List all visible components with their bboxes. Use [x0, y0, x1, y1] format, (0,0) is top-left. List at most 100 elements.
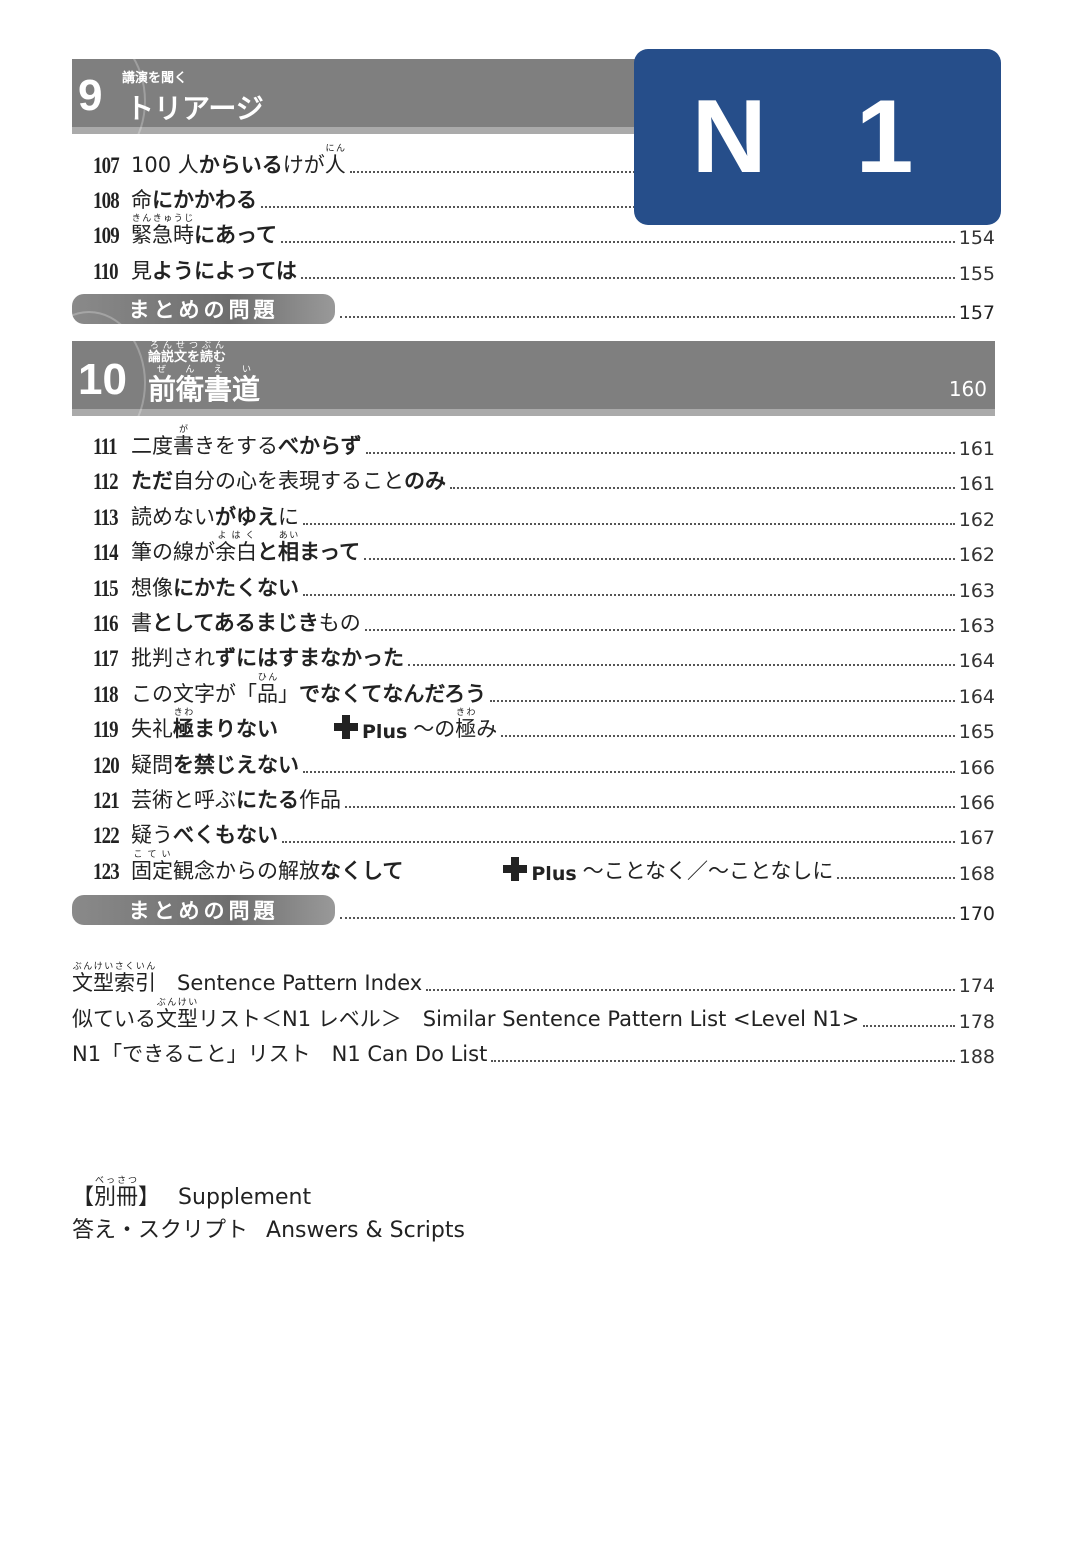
title-segment: 答え・スクリプト — [72, 1218, 249, 1243]
toc-entry[interactable]: 123 固定こてい観念からの解放なくして Plus ～ことなく／～ことなしに 168 — [93, 849, 995, 885]
title-segment: もの — [318, 611, 361, 635]
toc-entry[interactable]: 109 緊急時きんきゅうじにあって 154 — [93, 214, 995, 249]
toc-entry[interactable]: 118 この文字が「品ひん」でなくてなんだろう 164 — [93, 673, 995, 708]
section-subtitle: 論説文を読むろんせつぶん — [148, 341, 227, 365]
summary-row-10: 170 — [340, 895, 995, 925]
toc-entry[interactable]: 122 疑うべくもない 167 — [93, 815, 995, 849]
entry-title: 想像にかたくない — [131, 572, 299, 602]
plus-label: Plus — [531, 862, 577, 885]
toc-entry[interactable]: 112 ただ自分の心を表現することのみ 161 — [93, 461, 995, 495]
entry-number: 115 — [93, 575, 119, 601]
toc-entry[interactable]: N1「できること」リスト N1 Can Do List 188 — [72, 1034, 995, 1068]
toc-entry[interactable]: 117 批判されずにはすまなかった 164 — [93, 638, 995, 672]
title-segment: からいる — [198, 153, 283, 177]
toc-entry[interactable]: 似ている文型ぶんけいリスト＜N1 レベル＞ Similar Sentence P… — [72, 998, 995, 1033]
toc-entry[interactable]: 119 失礼極きわまりない Plus ～の極きわみ 165 — [93, 708, 995, 744]
page-number: 165 — [958, 721, 995, 744]
title-segment: きをする — [194, 434, 278, 458]
toc-entry[interactable]: 108 命にかかわる — [93, 180, 995, 214]
title-segment: 失礼 — [131, 717, 173, 742]
title-segment: 自分の心を表現すること — [173, 469, 404, 494]
title-segment: ただ — [131, 469, 173, 494]
title-segment: まりない — [194, 717, 278, 742]
entry-title: ただ自分の心を表現することのみ — [131, 465, 446, 495]
title-segment: Sentence Pattern Index — [156, 971, 423, 995]
leader-dots — [450, 487, 955, 490]
toc-entry[interactable]: 114 筆の線が余白よはくと相あいまって 162 — [93, 531, 995, 567]
leader-dots — [303, 593, 955, 596]
page-number: 178 — [958, 1011, 995, 1033]
entry-title: 疑問を禁じえない — [131, 749, 299, 779]
toc-entry[interactable]: 文型索引ぶんけいさくいん Sentence Pattern Index 174 — [72, 962, 995, 997]
title-segment: 批判され — [131, 646, 215, 671]
title-segment: 固定こてい — [131, 849, 173, 883]
title-segment: 余白よはく — [215, 531, 257, 565]
title-segment: 」 — [278, 681, 299, 706]
entry-number: 116 — [93, 611, 119, 636]
toc-entry[interactable]: 111 二度書がきをするべからず 161 — [93, 425, 995, 460]
leader-dots — [491, 1060, 955, 1062]
supplement-entry[interactable]: 【別冊べっさつ】 Supplement — [72, 1176, 311, 1211]
title-segment: ずにはすまなかった — [215, 646, 404, 671]
entry-title: 芸術と呼ぶにたる作品 — [131, 784, 341, 814]
title-segment: N1「できること」リスト N1 Can Do List — [72, 1042, 488, 1066]
toc-entry[interactable]: 120 疑問を禁じえない 166 — [93, 745, 995, 779]
title-segment: 似ている — [72, 1007, 156, 1031]
leader-dots — [501, 735, 955, 738]
page-number: 161 — [958, 473, 995, 496]
title-segment: を禁じえない — [173, 752, 299, 777]
page-number: 167 — [958, 827, 995, 850]
title-segment: 書 — [131, 611, 152, 635]
plus-icon — [334, 715, 358, 740]
entry-number: 118 — [93, 681, 119, 707]
plus-text: ～ことなく／～ことなしに — [583, 855, 834, 885]
plus-note: Plus ～の極きわみ — [334, 708, 497, 743]
entry-title: 文型索引ぶんけいさくいん Sentence Pattern Index — [72, 962, 422, 997]
title-segment: 二度 — [131, 434, 173, 458]
title-segment: のみ — [404, 469, 446, 494]
decorative-arc — [32, 311, 146, 455]
page-number: 188 — [958, 1046, 995, 1068]
entry-number: 114 — [93, 540, 119, 566]
title-segment: がゆえ — [215, 504, 278, 529]
title-segment: ～ことなく／～ことなしに — [582, 858, 834, 883]
section-title: 前衛書道ぜんえい — [148, 365, 261, 406]
entry-title: この文字が「品ひん」でなくてなんだろう — [131, 673, 486, 708]
leader-dots — [340, 316, 955, 318]
title-segment: 緊急時きんきゅうじ — [131, 214, 194, 247]
page-number: 162 — [958, 508, 995, 531]
title-segment: 疑問 — [131, 752, 173, 777]
summary-button-10[interactable]: まとめの問題 — [72, 895, 335, 925]
supplement-entry[interactable]: 答え・スクリプト Answers & Scripts — [72, 1212, 465, 1244]
leader-dots — [364, 558, 955, 561]
plus-text: ～の極きわみ — [413, 708, 497, 743]
page-number: 155 — [958, 263, 995, 285]
title-segment: にあって — [194, 223, 277, 247]
toc-entry[interactable]: 115 想像にかたくない 163 — [93, 568, 995, 602]
entry-title: 疑うべくもない — [131, 819, 278, 849]
title-segment: けが — [282, 153, 325, 177]
plus-icon — [503, 856, 528, 881]
entry-number: 111 — [93, 434, 118, 459]
title-segment: べからず — [278, 434, 362, 458]
toc-entry[interactable]: 113 読めないがゆえに 162 — [93, 497, 995, 531]
title-segment: 文型ぶんけい — [156, 998, 198, 1031]
section-title: トリアージ — [126, 92, 264, 125]
level-badge: N 1 — [634, 49, 1001, 225]
title-segment: べくもない — [173, 823, 278, 848]
entry-title: 二度書がきをするべからず — [131, 425, 362, 460]
title-segment: 人にん — [324, 144, 346, 177]
page-number: 163 — [958, 579, 995, 602]
toc-entry[interactable]: 116 書としてあるまじきもの 163 — [93, 603, 995, 637]
toc-entry[interactable]: 121 芸術と呼ぶにたる作品 166 — [93, 780, 995, 814]
plus-label: Plus — [362, 721, 408, 744]
entry-number: 112 — [93, 469, 119, 495]
page-number: 157 — [958, 302, 995, 324]
entry-number: 119 — [93, 717, 119, 743]
toc-entry[interactable]: 110 見ようによっては 155 — [93, 251, 995, 285]
entry-title: 命にかかわる — [131, 184, 257, 214]
page-number: 162 — [958, 544, 995, 567]
entry-number: 122 — [93, 823, 120, 849]
supplement-english: Supplement — [178, 1185, 312, 1210]
